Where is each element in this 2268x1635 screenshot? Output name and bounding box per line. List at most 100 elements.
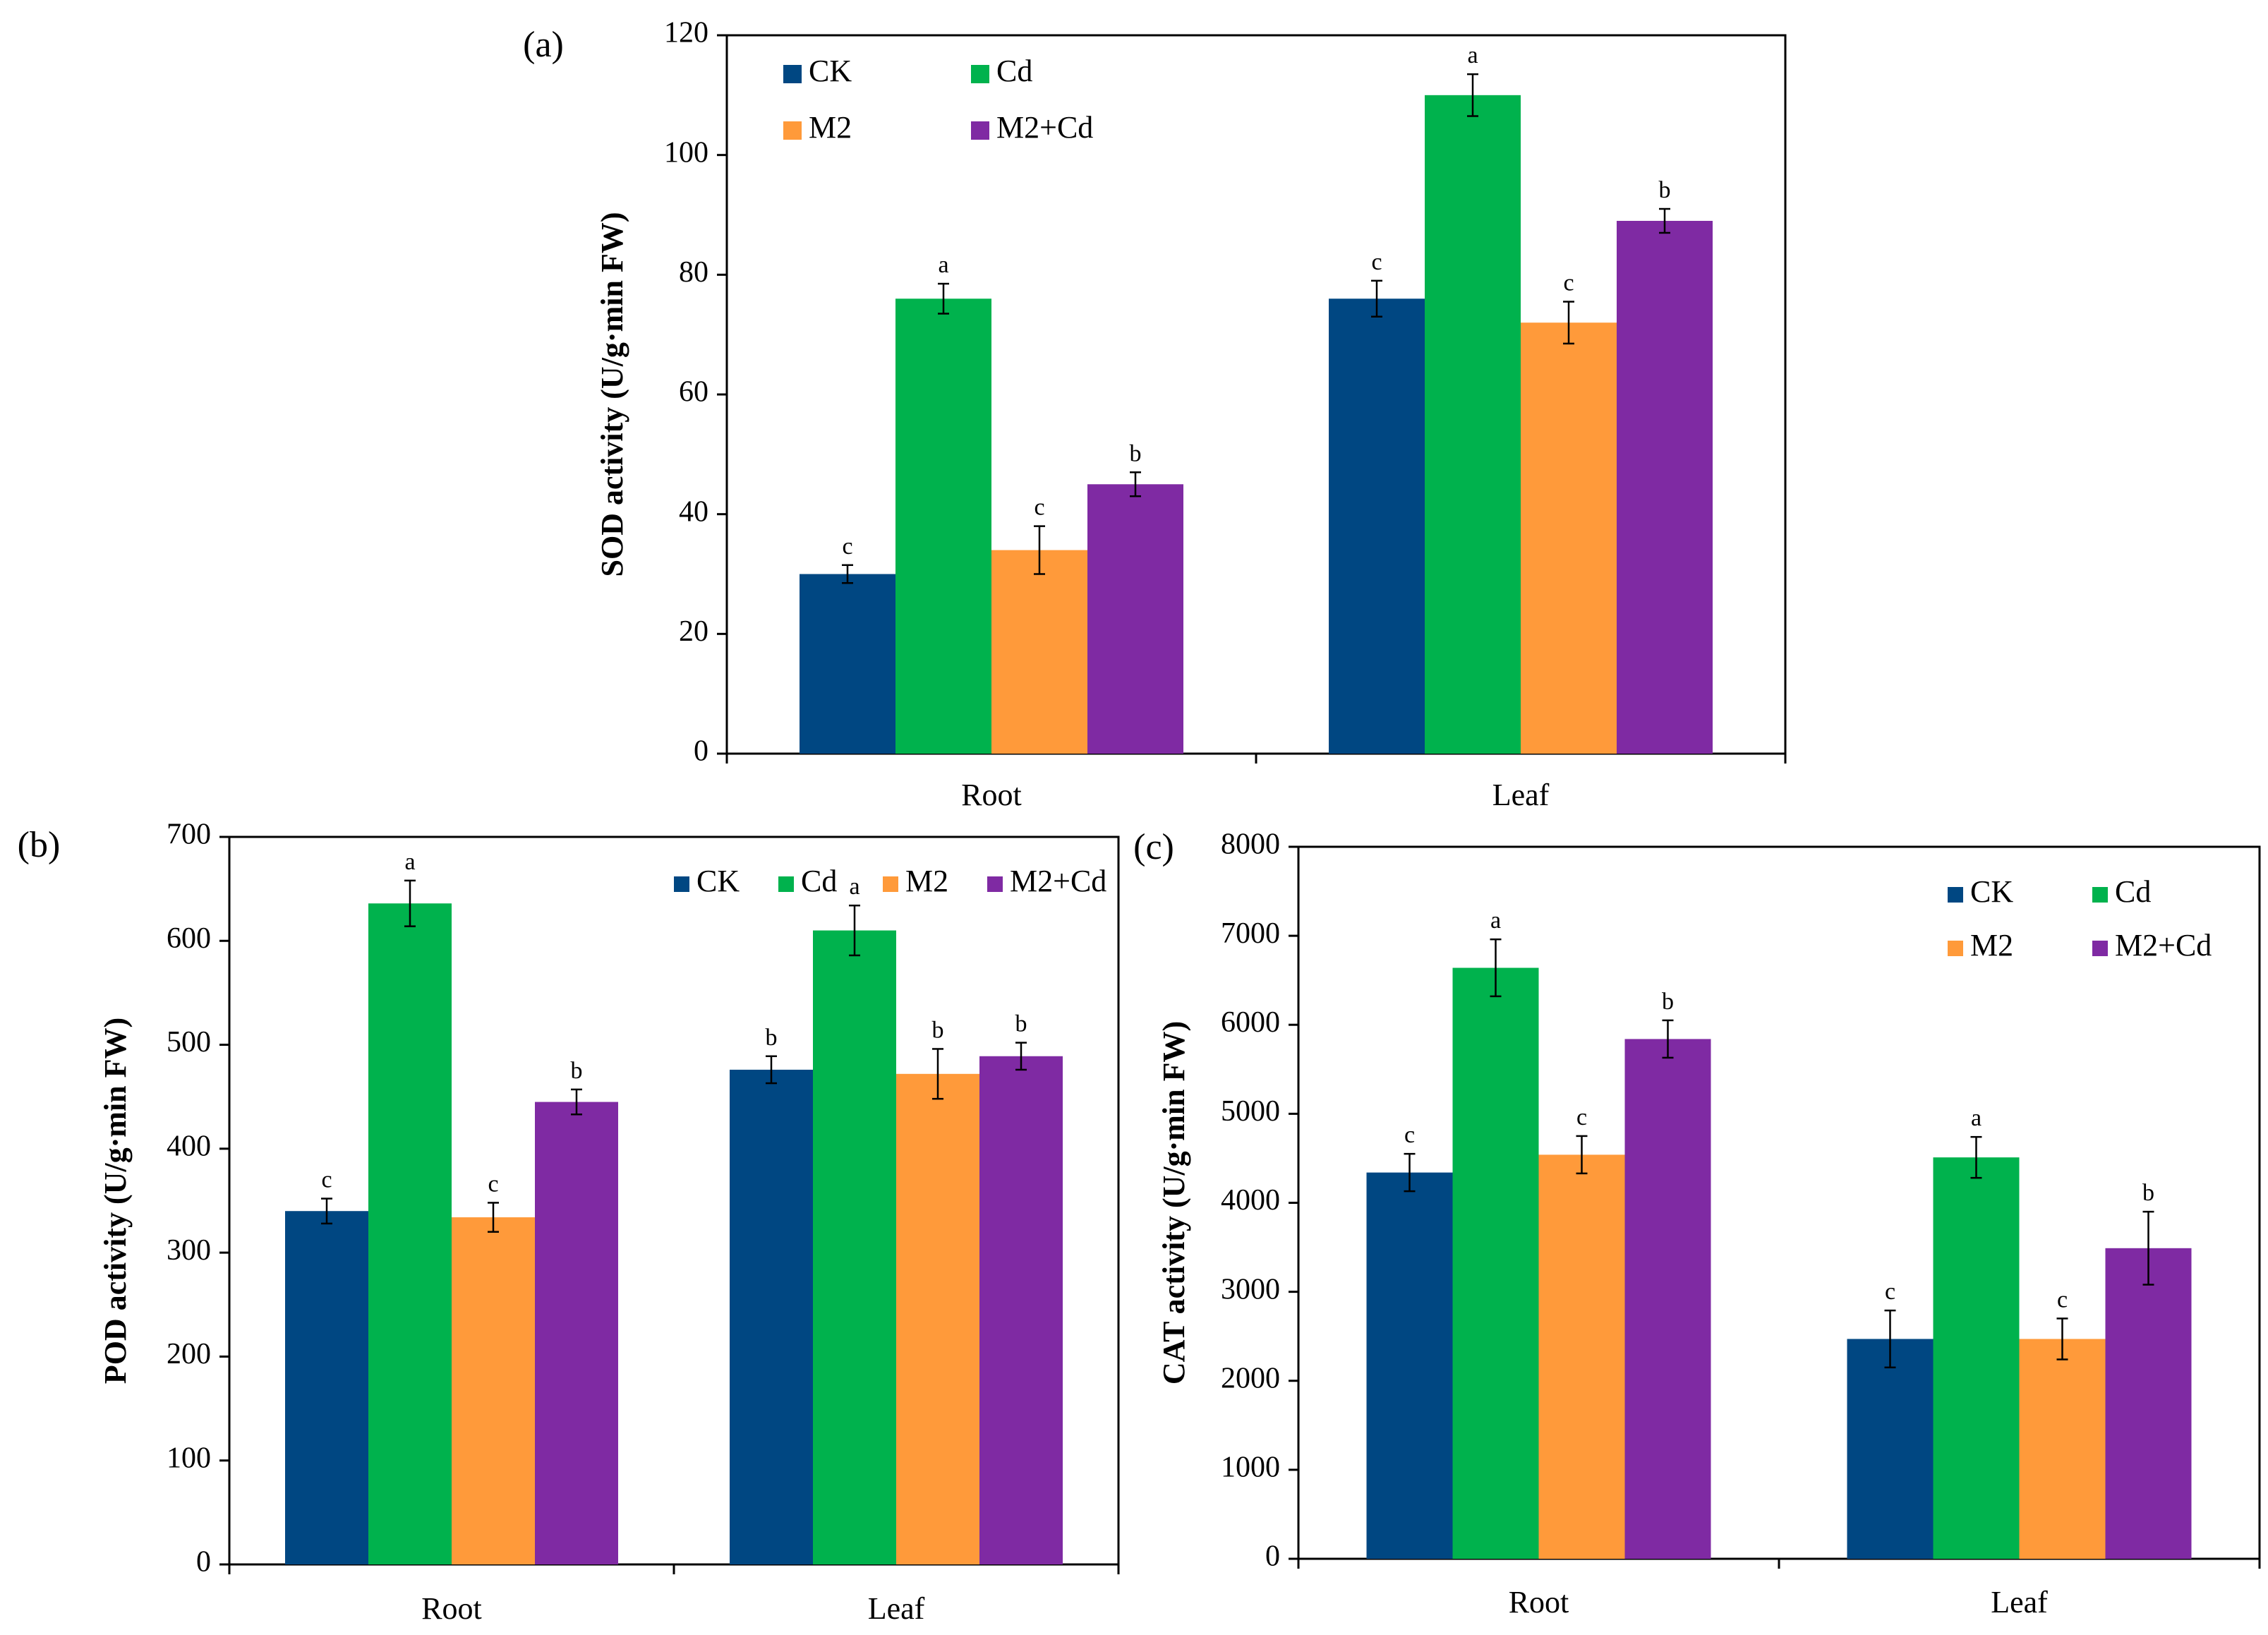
significance-letter: c (2057, 1286, 2068, 1313)
error-bar (1130, 471, 1141, 497)
legend-swatch (674, 876, 689, 892)
error-bar (571, 1088, 582, 1116)
legend-label: CK (696, 864, 740, 898)
x-category-label: Root (961, 778, 1022, 812)
error-bar (1371, 279, 1382, 318)
x-category-label: Root (1509, 1585, 1569, 1619)
y-tick-label: 200 (167, 1338, 211, 1370)
legend-label: M2+Cd (2115, 928, 2212, 963)
bar-ck-leaf (730, 1069, 813, 1564)
bar-cd-leaf (1933, 1157, 2020, 1559)
y-tick-label: 3000 (1221, 1273, 1280, 1305)
legend: CK Cd M2 M2+Cd (783, 54, 1093, 145)
y-tick-label: 0 (1265, 1540, 1280, 1573)
legend-label: M2 (809, 110, 852, 145)
legend-label: M2 (1970, 928, 2013, 963)
y-tick-label: 20 (679, 615, 708, 648)
significance-letter: a (1490, 907, 1501, 934)
y-axis-label: SOD activity (U/g·min FW) (595, 212, 629, 577)
bar-m2-leaf (2019, 1339, 2106, 1559)
legend-swatch (778, 876, 794, 892)
legend-swatch (1948, 941, 1963, 956)
significance-letter: c (321, 1167, 332, 1193)
legend-swatch (2092, 941, 2108, 956)
x-category-label: Leaf (868, 1591, 925, 1626)
chart-panel-1: (b) 0 100 200 300 400 500 600 700 POD activity (U… (18, 819, 1120, 1626)
error-bar (404, 879, 416, 927)
legend-label: M2+Cd (996, 110, 1093, 145)
error-bar (842, 564, 853, 584)
significance-letter: b (2142, 1180, 2154, 1206)
legend: CK Cd M2 M2+Cd (674, 864, 1106, 898)
significance-letter: c (1576, 1104, 1587, 1130)
significance-letter: b (1130, 440, 1142, 466)
y-tick-label: 5000 (1221, 1095, 1280, 1128)
error-bar (1034, 525, 1045, 575)
legend-label: Cd (801, 864, 837, 898)
y-tick-label: 0 (196, 1546, 211, 1579)
y-tick-label: 2000 (1221, 1362, 1280, 1394)
bar-m2-cd-leaf (1617, 220, 1713, 754)
legend-swatch (2092, 887, 2108, 903)
y-tick-label: 500 (167, 1026, 211, 1058)
legend-swatch (783, 121, 802, 140)
y-tick-label: 60 (679, 376, 708, 409)
error-bar (2142, 1210, 2154, 1286)
error-bar (2056, 1317, 2068, 1361)
significance-letter: a (404, 849, 415, 875)
significance-letter: b (932, 1017, 944, 1043)
y-tick-label: 300 (167, 1234, 211, 1267)
legend-swatch (987, 876, 1003, 892)
legend-label: Cd (2115, 874, 2151, 909)
significance-letter: c (1034, 495, 1044, 521)
panel-label: (a) (523, 25, 564, 65)
significance-letter: a (1467, 42, 1478, 68)
x-category-label: Leaf (1991, 1585, 2048, 1619)
bar-ck-leaf (1847, 1339, 1934, 1559)
chart-panel-0: (a) 0 20 40 60 80 100 120 SOD activity (U/g·min … (523, 17, 1787, 812)
error-bar (938, 282, 949, 315)
significance-letter: b (571, 1058, 583, 1084)
bar-m2-cd-root (535, 1102, 618, 1564)
error-bar (488, 1202, 499, 1233)
bar-cd-root (895, 298, 991, 754)
bar-m2-root (991, 550, 1087, 754)
significance-letter: a (938, 252, 948, 278)
significance-letter: c (1404, 1122, 1415, 1148)
y-tick-label: 600 (167, 922, 211, 955)
y-tick-label: 8000 (1221, 828, 1280, 861)
error-bar (1467, 73, 1478, 117)
y-tick-label: 400 (167, 1130, 211, 1162)
error-bar (1404, 1152, 1416, 1193)
significance-letter: c (1885, 1279, 1895, 1305)
significance-letter: c (842, 533, 852, 560)
chart-panel-2: (c) 0 1000 2000 3000 4000 5000 6000 7000 8000 CAT … (1133, 827, 2261, 1619)
legend-swatch (883, 876, 898, 892)
y-tick-label: 7000 (1221, 917, 1280, 950)
y-tick-label: 100 (167, 1442, 211, 1474)
significance-letter: b (1659, 177, 1671, 203)
bar-ck-root (1366, 1172, 1453, 1559)
bar-cd-leaf (1425, 95, 1521, 754)
y-axis-label: CAT activity (U/g·min FW) (1157, 1021, 1191, 1384)
panel-label: (c) (1133, 827, 1174, 867)
y-tick-label: 0 (694, 735, 708, 768)
bar-m2-cd-root (1087, 484, 1183, 754)
x-category-label: Leaf (1492, 778, 1550, 812)
bar-m2-root (452, 1217, 535, 1564)
significance-letter: b (766, 1025, 778, 1051)
bar-cd-root (1452, 967, 1539, 1559)
y-tick-label: 120 (664, 17, 708, 49)
legend-swatch (971, 121, 989, 140)
legend-label: M2+Cd (1010, 864, 1106, 898)
y-tick-label: 40 (679, 495, 708, 528)
error-bar (1563, 301, 1574, 345)
error-bar (321, 1197, 332, 1225)
bar-ck-leaf (1329, 298, 1425, 754)
significance-letter: c (1371, 249, 1382, 275)
legend-swatch (1948, 887, 1963, 903)
error-bar (1490, 938, 1502, 998)
bar-cd-root (368, 903, 452, 1564)
y-tick-label: 100 (664, 136, 708, 169)
bar-m2-root (1538, 1154, 1625, 1559)
